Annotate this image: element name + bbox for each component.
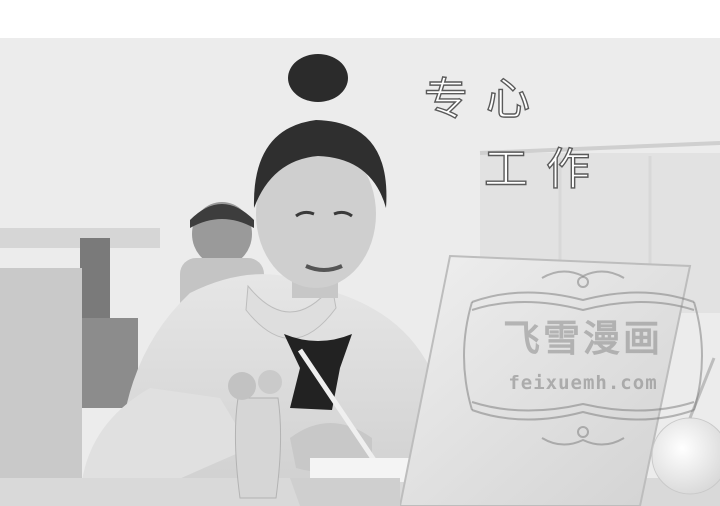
- top-white-band: [0, 0, 720, 38]
- glass-vase: [235, 398, 280, 498]
- watermark-title: 飞雪漫画: [452, 320, 714, 357]
- foreground-panel: [0, 268, 82, 506]
- watermark: 飞雪漫画 feixuemh.com: [452, 254, 714, 458]
- caption-line-1: 专心: [424, 78, 548, 122]
- photo: 专心 工作 飞雪漫画 feixuemh.com: [0, 38, 720, 506]
- caption-line-2: 工作: [484, 148, 608, 192]
- watermark-url: feixuemh.com: [452, 372, 714, 394]
